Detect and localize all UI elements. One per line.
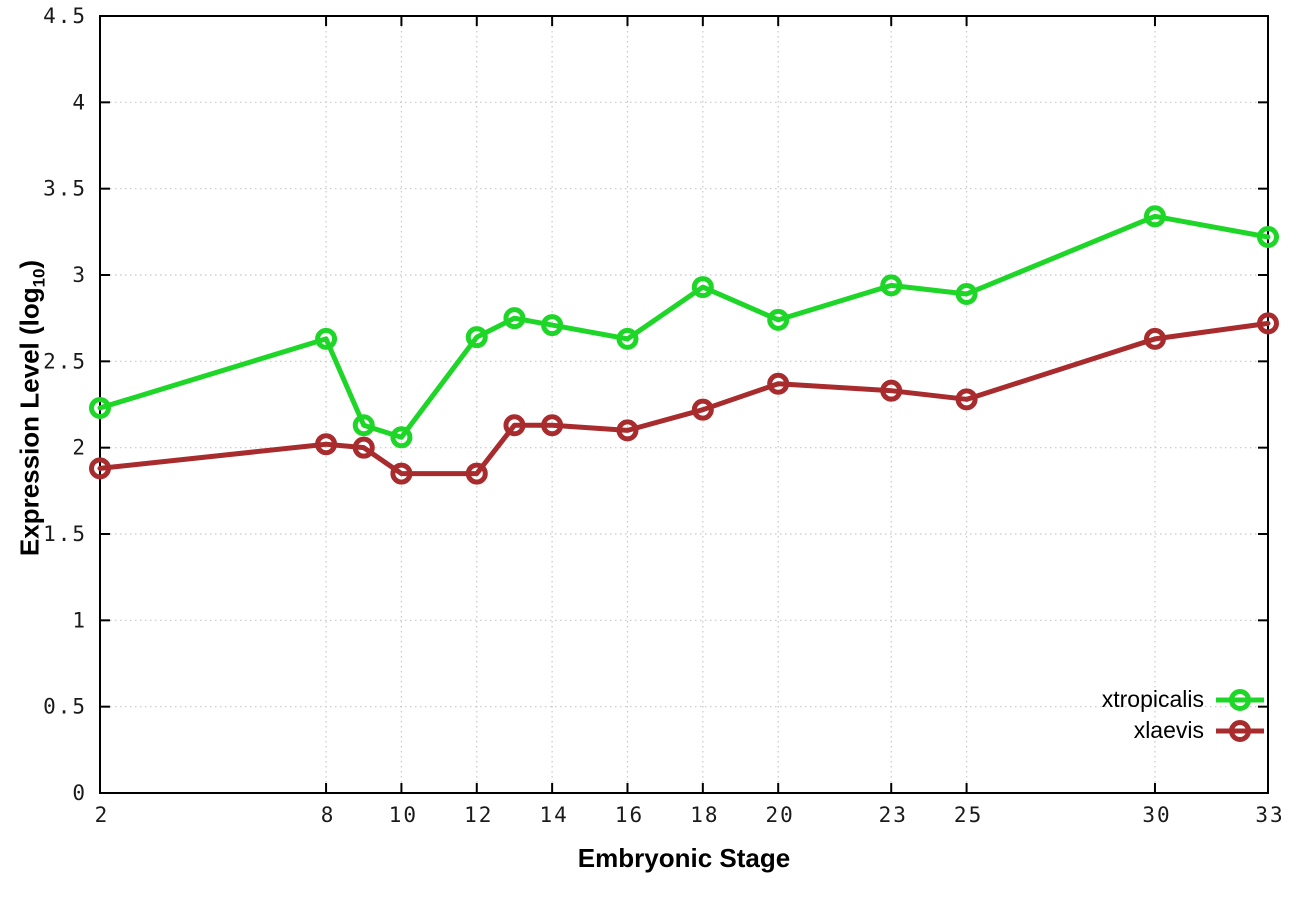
svg-text:2: 2 [95,803,110,827]
data-point-marker [1143,327,1166,350]
data-point-marker [767,308,790,331]
data-point-marker [315,327,338,350]
y-axis-title: Expression Level (log10) [14,260,49,556]
data-point-marker [616,419,639,442]
data-point-marker [352,414,375,437]
legend-label: xlaevis [1133,717,1204,743]
y-tick-labels: 0 0.5 1 1.5 2 2.5 3 3.5 4 4.5 [43,4,87,805]
data-point-marker [541,314,564,337]
legend: xtropicalis xlaevis [1102,684,1266,746]
svg-text:23: 23 [879,803,908,827]
svg-text:2.5: 2.5 [43,349,87,373]
svg-text:4: 4 [72,90,87,114]
svg-text:8: 8 [321,803,336,827]
data-point-marker [767,372,790,395]
data-point-marker [503,414,526,437]
data-point-marker [616,327,639,350]
data-point-marker [691,276,714,299]
svg-text:0.5: 0.5 [43,695,87,719]
legend-item-xlaevis: xlaevis [1134,715,1266,746]
plot-border [99,15,1269,794]
legend-label: xtropicalis [1101,686,1204,712]
svg-text:4.5: 4.5 [43,4,87,28]
data-point-marker [89,457,111,480]
y-axis-title-subscript: 10 [29,268,49,288]
svg-text:1.5: 1.5 [43,522,87,546]
data-point-marker [390,426,413,449]
line-marker-icon [1216,719,1264,742]
y-axis-title-text: Expression Level (log [14,287,45,557]
data-point-marker [465,462,488,485]
grid [99,15,1269,794]
svg-text:16: 16 [615,803,644,827]
svg-text:2: 2 [72,436,87,460]
data-point-marker [465,326,488,349]
svg-text:30: 30 [1142,803,1171,827]
svg-text:3: 3 [72,263,87,287]
series-xlaevis [89,312,1279,485]
data-point-marker [880,379,903,402]
data-point-marker [955,388,978,411]
data-point-marker [1257,226,1279,249]
data-point-marker [352,436,375,459]
y-axis-title-suffix: ) [14,259,45,269]
svg-text:33: 33 [1255,803,1284,827]
data-point-marker [955,282,978,305]
data-point-marker [880,274,903,297]
x-tick-labels: 2 8 10 12 14 16 18 20 23 25 30 33 [95,803,1284,827]
svg-text:0: 0 [72,781,87,805]
svg-text:10: 10 [389,803,418,827]
data-point-marker [89,396,111,419]
svg-text:25: 25 [954,803,983,827]
data-point-marker [315,433,338,456]
data-point-marker [691,398,714,421]
legend-item-xtropicalis: xtropicalis [1102,684,1266,715]
data-point-marker [1257,312,1279,335]
svg-text:3.5: 3.5 [43,177,87,201]
x-axis-title: Embryonic Stage [577,843,791,873]
line-marker-icon [1216,688,1264,711]
svg-text:1: 1 [72,608,87,632]
svg-text:12: 12 [464,803,493,827]
svg-text:14: 14 [539,803,568,827]
series-xtropicalis [89,205,1279,449]
svg-text:18: 18 [690,803,719,827]
tick-marks [99,15,1269,794]
svg-text:20: 20 [766,803,795,827]
data-point-marker [503,307,526,330]
data-point-marker [541,414,564,437]
data-point-marker [390,462,413,485]
data-point-marker [1143,205,1166,228]
